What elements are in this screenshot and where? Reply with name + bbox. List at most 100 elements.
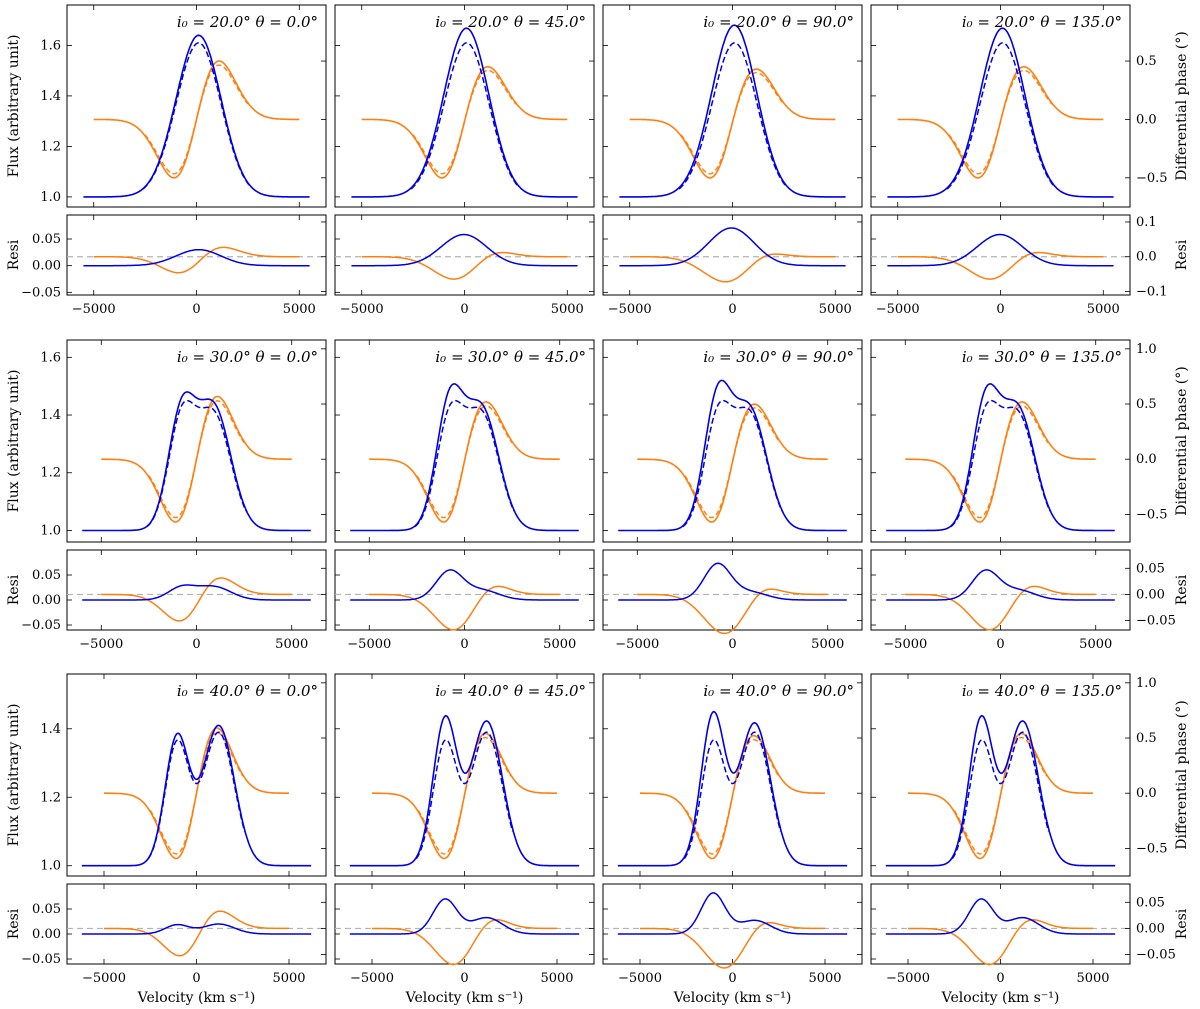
resid-y-tick-label: −0.05 (21, 618, 61, 633)
flux-fit-line (415, 731, 514, 860)
resid-y-tick-label: 0.00 (1136, 921, 1165, 936)
phase-y-tick-label: 0.0 (1136, 452, 1157, 467)
flux-model-line (618, 379, 847, 532)
flux-subplot: −0.5 0.0 0.5 1.0 i₀ = 30.0° θ = 135.0° (870, 339, 1168, 543)
panel-i30-theta45: i₀ = 30.0° θ = 45.0° −5000 0 5000 (334, 339, 595, 652)
phase-y-tick-label: 1.0 (1136, 342, 1157, 357)
x-tick-label: 0 (192, 971, 200, 986)
flux-model-line (350, 383, 579, 532)
flux-subplot: i₀ = 30.0° θ = 90.0° (602, 339, 863, 543)
x-tick-label: 0 (996, 302, 1004, 317)
x-tick-label: −5000 (886, 971, 930, 986)
x-axis-label: Velocity (km s⁻¹) (137, 990, 256, 1006)
flux-subplot: 1.0 1.2 1.4 1.6 i₀ = 20.0° θ = 0.0° (40, 4, 327, 208)
flux-residual-line (350, 569, 579, 601)
residual-subplot: −5000 0 5000 (602, 549, 863, 652)
panel-i20-theta135: −0.5 0.0 0.5 i₀ = 20.0° θ = 135.0° −5000 0 500… (870, 4, 1190, 317)
resid-y-tick-label: −0.05 (1136, 948, 1176, 963)
panel-i20-theta90: i₀ = 20.0° θ = 90.0° −5000 0 5000 (602, 4, 863, 317)
flux-model-line (83, 34, 310, 198)
x-tick-label: −5000 (79, 637, 123, 652)
resid-y-tick-label: 0.1 (1136, 215, 1157, 230)
flux-y-tick-label: 1.0 (40, 859, 61, 874)
x-tick-label: 0 (460, 637, 468, 652)
resid-axis-label-right: Resi (1174, 908, 1190, 939)
flux-residual-line (886, 569, 1115, 601)
panel-annotation: i₀ = 30.0° θ = 45.0° (435, 348, 586, 366)
resid-y-tick-label: 0.00 (1136, 587, 1165, 602)
x-tick-label: 5000 (551, 302, 584, 317)
differential-phase-model-line (104, 727, 289, 860)
differential-phase-model-line (369, 401, 560, 523)
residual-subplot: −5000 0 5000 (334, 883, 595, 986)
panel-annotation: i₀ = 40.0° θ = 135.0° (962, 682, 1122, 700)
differential-phase-residual-line (639, 921, 825, 969)
flux-model-line (81, 724, 312, 867)
residual-subplot: −5000 0 5000 −0.05 0.00 0.05 (870, 883, 1176, 986)
residual-subplot: −5000 0 5000 −0.05 0.00 0.05 (21, 549, 327, 652)
differential-phase-fit-line (149, 731, 244, 855)
differential-phase-model-line (637, 403, 828, 523)
phase-y-tick-label: 0.5 (1136, 731, 1157, 746)
resid-y-tick-label: 0.05 (32, 902, 61, 917)
flux-model-line (82, 391, 311, 532)
panel-annotation: i₀ = 40.0° θ = 0.0° (177, 682, 318, 700)
resid-y-tick-label: 0.0 (1136, 250, 1157, 265)
phase-y-tick-label: −0.5 (1136, 841, 1168, 856)
differential-phase-residual-line (93, 246, 300, 274)
x-tick-label: −5000 (350, 971, 394, 986)
x-tick-label: 5000 (1087, 302, 1120, 317)
residual-axes-frame (870, 549, 1131, 631)
panel-annotation: i₀ = 40.0° θ = 45.0° (435, 682, 586, 700)
flux-subplot: i₀ = 40.0° θ = 90.0° (602, 673, 863, 877)
flux-model-line (617, 710, 848, 867)
panel-i20-theta0: 1.0 1.2 1.4 1.6 i₀ = 20.0° θ = 0.0° −5000 0 500… (6, 4, 327, 317)
flux-y-tick-label: 1.2 (40, 139, 61, 154)
differential-phase-residual-line (637, 588, 828, 635)
flux-y-tick-label: 1.4 (40, 89, 61, 104)
phase-y-tick-label: 0.0 (1136, 786, 1157, 801)
x-tick-label: 0 (192, 302, 200, 317)
panel-annotation: i₀ = 20.0° θ = 0.0° (177, 13, 318, 31)
flux-fit-line (683, 731, 782, 860)
flux-subplot: i₀ = 20.0° θ = 90.0° (602, 4, 863, 208)
residual-axes-frame (334, 549, 595, 631)
resid-y-tick-label: 0.05 (32, 232, 61, 247)
flux-fit-line (946, 42, 1055, 190)
panel-annotation: i₀ = 30.0° θ = 90.0° (703, 348, 854, 366)
phase-y-tick-label: 0.0 (1136, 112, 1157, 127)
differential-phase-residual-line (369, 585, 560, 631)
flux-model-line (349, 714, 580, 867)
residual-axes-frame (602, 549, 863, 631)
panel-annotation: i₀ = 20.0° θ = 135.0° (962, 13, 1122, 31)
panel-annotation: i₀ = 40.0° θ = 90.0° (703, 682, 854, 700)
flux-axes-frame (66, 339, 327, 543)
flux-fit-line (410, 42, 519, 190)
flux-axes-frame (870, 4, 1131, 208)
residual-axes-frame (334, 883, 595, 965)
phase-y-tick-label: 0.5 (1136, 54, 1157, 69)
x-tick-label: −5000 (876, 302, 920, 317)
flux-y-tick-label: 1.6 (40, 38, 61, 53)
differential-phase-fit-line (416, 405, 513, 519)
x-tick-label: −5000 (883, 637, 927, 652)
panel-i20-theta45: i₀ = 20.0° θ = 45.0° −5000 0 5000 (334, 4, 595, 317)
flux-residual-line (351, 233, 578, 267)
residual-subplot: −5000 0 5000 (602, 214, 863, 317)
flux-fit-line (950, 399, 1051, 528)
x-tick-label: 5000 (283, 302, 316, 317)
residual-axes-frame (602, 883, 863, 965)
panel-i30-theta90: i₀ = 30.0° θ = 90.0° −5000 0 5000 (602, 339, 863, 652)
flux-fit-line (147, 731, 246, 860)
x-tick-label: −5000 (618, 971, 662, 986)
phase-axis-label: Differential phase (°) (1174, 366, 1190, 515)
differential-phase-fit-line (685, 739, 780, 855)
flux-axes-frame (602, 673, 863, 877)
residual-subplot: −5000 0 5000 (334, 549, 595, 652)
flux-residual-line (885, 898, 1116, 935)
flux-fit-line (678, 42, 787, 190)
residual-axes-frame (870, 214, 1131, 296)
flux-fit-line (146, 399, 247, 528)
flux-subplot: −0.5 0.0 0.5 1.0 i₀ = 40.0° θ = 135.0° (870, 673, 1168, 877)
x-tick-label: 0 (728, 302, 736, 317)
